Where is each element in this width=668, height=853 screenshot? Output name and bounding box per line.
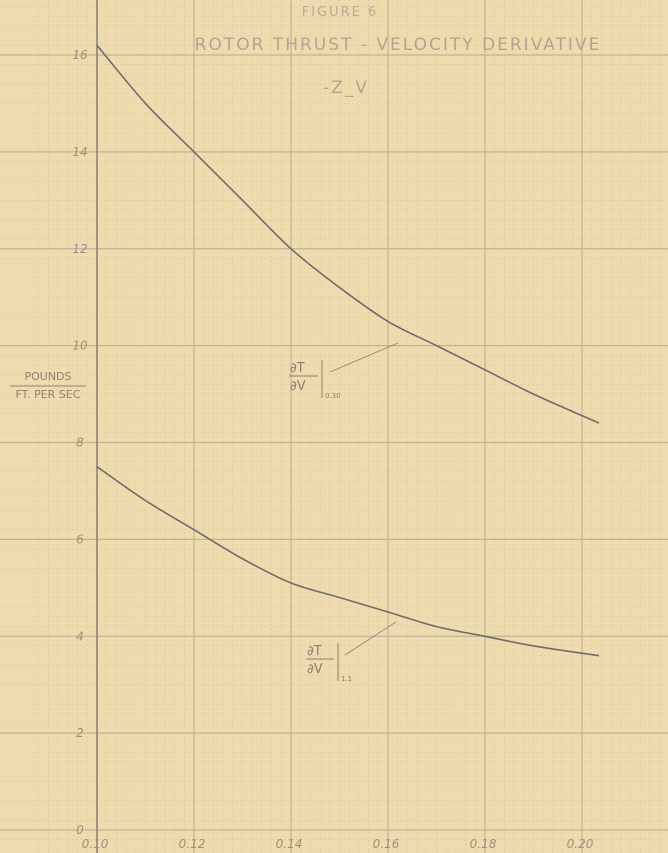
y-tick-label: 16 <box>72 48 88 62</box>
series-2-annotation-subscript: 1.1 <box>341 675 352 683</box>
series-1-curve <box>96 44 600 424</box>
series-2-annotation: ∂T ∂V 1.1 <box>306 621 397 683</box>
x-tick-label: 0.16 <box>373 837 400 851</box>
series-2-annotation-top: ∂T <box>307 644 322 659</box>
series-1-leader-line <box>329 342 399 373</box>
series-1-annotation-top: ∂T <box>290 361 305 376</box>
y-tick-label: 12 <box>72 242 87 256</box>
curves <box>96 44 600 657</box>
chart-title: ROTOR THRUST - VELOCITY DERIVATIVE <box>195 35 602 55</box>
y-tick-label: 14 <box>72 145 87 159</box>
x-tick-label: 0.14 <box>276 837 303 851</box>
series-2-leader-line <box>344 621 397 656</box>
x-tick-label: 0.18 <box>470 837 497 851</box>
y-tick-label: 0 <box>76 823 84 837</box>
series-2-curve <box>96 466 600 657</box>
series-1-annotation-bottom: ∂V <box>290 379 306 394</box>
series-1-annotation: ∂T ∂V 0.30 <box>289 342 399 400</box>
y-tick-labels: 0 2 4 6 8 10 12 14 16 <box>72 48 88 837</box>
y-axis-label-top: POUNDS <box>24 370 71 383</box>
x-tick-labels: 0.10 0.12 0.14 0.16 0.18 0.20 <box>82 837 594 851</box>
y-tick-label: 6 <box>76 532 84 546</box>
series-2-annotation-bottom: ∂V <box>307 662 323 677</box>
y-axis-label-bottom: FT. PER SEC <box>16 388 81 401</box>
y-tick-label: 4 <box>76 629 84 643</box>
y-tick-label: 8 <box>76 436 84 450</box>
x-tick-label: 0.20 <box>567 837 594 851</box>
x-tick-label: 0.12 <box>179 837 206 851</box>
figure-label: FIGURE 6 <box>302 5 379 20</box>
x-tick-label: 0.10 <box>82 837 109 851</box>
series-1-annotation-subscript: 0.30 <box>325 392 341 400</box>
y-tick-label: 10 <box>72 339 88 353</box>
y-tick-label: 2 <box>76 726 84 740</box>
chart-subtitle: -Z_V <box>323 78 369 98</box>
